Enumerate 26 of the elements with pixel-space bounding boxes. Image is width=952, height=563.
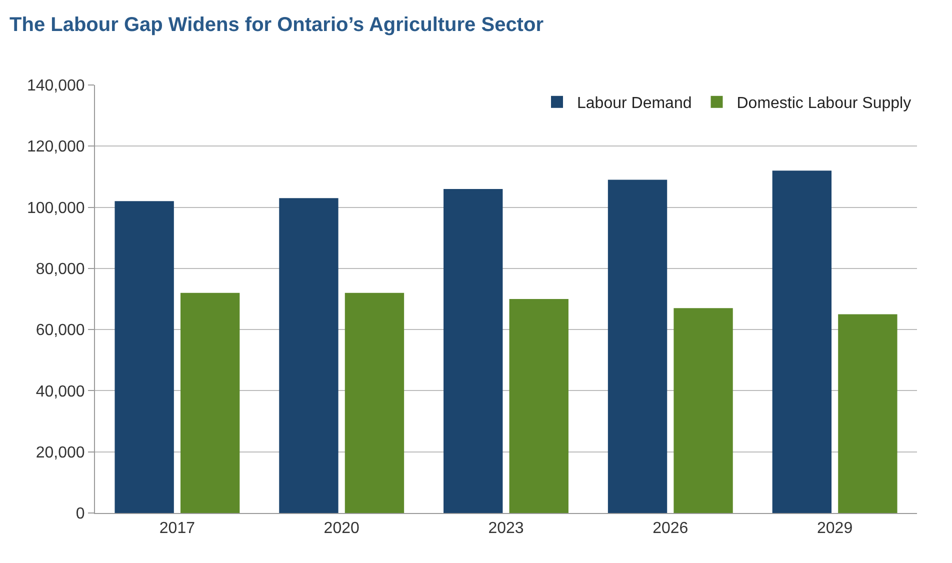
bar (608, 180, 668, 513)
bar (279, 198, 338, 513)
x-tick-label: 2023 (488, 520, 524, 538)
bar (114, 201, 174, 513)
y-tick-label: 80,000 (36, 261, 85, 278)
bar (444, 188, 503, 513)
bar (772, 170, 832, 513)
chart-title: The Labour Gap Widens for Ontario’s Agriculture Sector (10, 14, 544, 36)
x-tick-label: 2020 (324, 520, 360, 538)
x-tick-label: 2017 (159, 520, 196, 538)
bar (344, 292, 404, 513)
y-tick-label: 20,000 (36, 444, 85, 462)
y-tick-label: 100,000 (26, 200, 85, 217)
y-tick-label: 140,000 (26, 78, 85, 95)
legend-label: Labour Demand (577, 95, 692, 112)
bar (838, 314, 898, 513)
y-tick-label: 120,000 (26, 138, 85, 156)
y-tick-label: 60,000 (36, 322, 85, 340)
x-tick-label: 2029 (817, 520, 853, 538)
bar (180, 292, 240, 513)
x-tick-label: 2026 (652, 520, 688, 538)
y-tick-label: 0 (76, 506, 85, 523)
bar (509, 299, 568, 513)
y-tick-label: 40,000 (36, 383, 85, 400)
legend-label: Domestic Labour Supply (736, 95, 912, 112)
bar (674, 308, 733, 513)
